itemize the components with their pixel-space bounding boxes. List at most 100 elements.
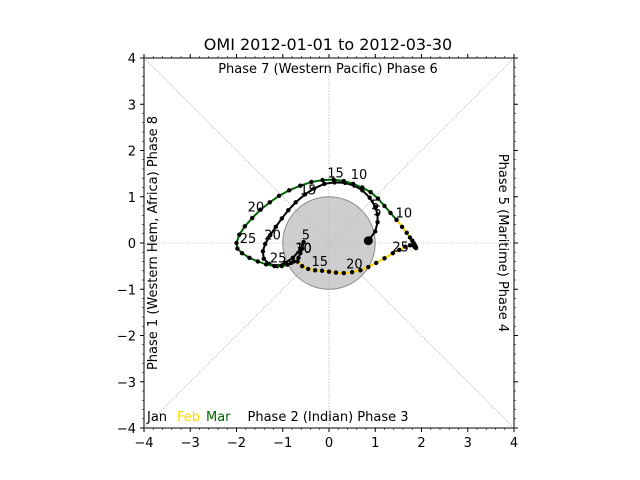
day-label-mar: 5 [371,199,379,214]
day-label-mar: 20 [248,201,265,216]
x-tick-label: 4 [510,436,518,451]
data-point-mar [258,207,263,212]
data-point-mar [309,179,314,185]
x-tick-label: 1 [371,436,379,451]
y-tick-label: 1 [128,191,136,206]
data-point-feb [299,263,305,269]
data-point-feb [333,270,339,275]
data-point-jan [312,186,317,191]
data-point-jan [296,255,301,260]
data-point-feb [341,270,346,276]
start-marker [363,236,373,246]
day-label-feb: 25 [392,240,409,255]
data-point-jan [262,241,268,247]
data-point-feb [410,238,415,243]
day-label-mar: 15 [327,166,344,181]
unit-circle [282,196,376,290]
data-point-feb [404,230,409,236]
data-point-jan [293,200,298,205]
data-point-jan [373,229,378,234]
data-point-jan [268,232,273,238]
y-tick-label: 4 [128,52,136,67]
x-tick-label: 3 [464,436,472,451]
day-label-jan: 25 [270,251,287,266]
data-point-jan [279,216,285,221]
day-label-jan: 20 [264,228,281,243]
data-point-jan [367,195,372,200]
data-point-feb [403,244,408,249]
data-point-feb [326,269,332,274]
data-point-jan [375,212,380,217]
data-point-mar [279,263,285,269]
data-point-feb [358,268,363,273]
y-tick-label: 3 [128,98,136,113]
data-point-jan [261,256,266,261]
data-point-mar [341,178,346,184]
legend-feb: Feb [177,410,200,425]
data-point-feb [399,224,405,230]
phase-label-right: Phase 5 (Maritime) Phase 4 [495,154,510,332]
data-point-feb [382,256,387,261]
data-point-mar [247,255,252,260]
data-point-mar [234,240,239,246]
y-tick-label: −1 [117,283,136,298]
data-point-mar [394,217,399,223]
day-label-jan: 5 [373,204,381,219]
day-label-feb: 10 [295,241,312,256]
day-label-mar: 25 [240,232,257,247]
data-point-feb [295,259,300,264]
data-point-mar [263,262,269,267]
data-point-mar [250,215,255,221]
data-point-mar [237,232,242,237]
data-point-mar [388,210,393,216]
data-point-mar [272,263,277,269]
chart-title: OMI 2012-01-01 to 2012-03-30 [204,35,452,54]
legend-mar: Mar [206,410,231,425]
data-point-mar [235,246,240,251]
data-point-feb [305,266,311,272]
data-point-jan [298,250,303,256]
data-point-feb [407,243,413,248]
data-point-mar [360,185,365,190]
data-point-jan [273,224,279,230]
data-point-mar [368,189,373,195]
data-point-jan [322,181,327,186]
day-label-jan: 15 [300,183,317,198]
day-label-feb: 20 [346,257,363,272]
data-point-jan [302,192,308,197]
data-point-mar [382,203,387,209]
data-point-mar [350,181,356,186]
x-tick-label: −1 [273,436,292,451]
data-point-jan [373,204,378,210]
legend-jan: Jan [146,410,167,425]
data-point-feb [319,268,325,273]
phase-label-left: Phase 1 (Western Hem, Africa) Phase 8 [146,116,161,370]
data-point-feb [390,250,396,256]
data-point-feb [366,264,371,270]
data-point-mar [276,193,282,199]
y-tick-label: 0 [128,237,136,252]
data-point-mar [242,224,248,229]
day-label-jan: 30 [295,242,312,257]
data-point-mar [375,196,381,201]
y-tick-label: 2 [128,145,136,160]
x-tick-label: 2 [417,436,425,451]
data-point-mar [320,177,325,183]
data-point-feb [349,269,355,275]
series-layer [234,177,419,276]
data-point-mar [285,262,290,267]
data-point-jan [301,239,306,245]
x-tick-label: −2 [227,436,246,451]
phase-label-top: Phase 7 (Western Pacific) Phase 6 [218,62,438,77]
y-tick-label: −2 [117,330,136,345]
data-point-feb [373,260,379,266]
data-point-mar [331,177,336,182]
x-tick-label: −3 [181,436,200,451]
data-point-mar [255,259,260,264]
data-point-jan [375,219,380,225]
x-tick-label: 0 [325,436,333,451]
data-point-jan [260,249,266,254]
data-point-feb [312,268,318,273]
